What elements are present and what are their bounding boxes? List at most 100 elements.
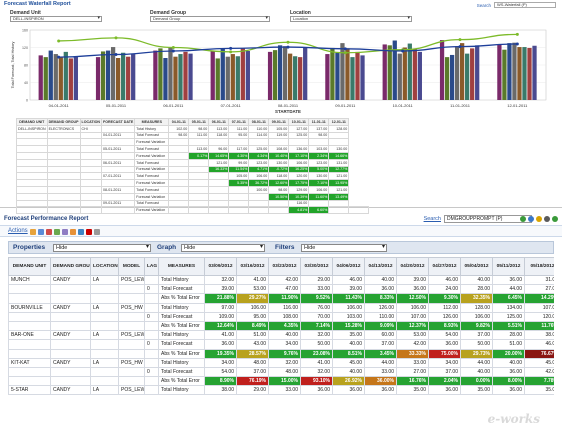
- performance-table-container[interactable]: DEMAND UNIT DEMAND GROUP LOCATION MODEL LAG M…: [8, 257, 554, 432]
- waterfall-date-header: 04-01-11: [168, 118, 190, 126]
- performance-row: 0 Total Forecast 39.00 53.00 47.00 33.00 39.00…: [8, 284, 554, 295]
- performance-value-cell: 28.57%: [236, 348, 269, 359]
- performance-loc-cell: [90, 366, 119, 378]
- toolbar-icon-3[interactable]: [54, 229, 60, 235]
- header-action-icon-0[interactable]: [520, 216, 526, 222]
- performance-search-input[interactable]: DMGROUPPROMPT (P): [444, 215, 532, 223]
- waterfall-report-title: Forecast Waterfall Report: [4, 1, 71, 7]
- waterfall-value-cell: 130.00: [328, 145, 350, 153]
- performance-col-header[interactable]: 04/27/2012: [428, 257, 461, 276]
- properties-select[interactable]: Hide: [53, 244, 151, 252]
- graph-select[interactable]: Hide: [181, 244, 265, 252]
- header-action-icon-2[interactable]: [536, 216, 542, 222]
- performance-unit-cell: [8, 339, 51, 350]
- chart-series-point: [401, 49, 405, 53]
- performance-model-cell: [118, 311, 145, 322]
- filter-select-location[interactable]: Location: [290, 16, 412, 22]
- toolbar-icon-2[interactable]: [46, 229, 52, 235]
- performance-value-cell: 36.00: [300, 385, 333, 396]
- waterfall-value-cell: 100.00: [248, 185, 270, 194]
- performance-value-cell: 36.00: [428, 385, 461, 396]
- performance-value-cell: 9.52%: [300, 293, 333, 304]
- toolbar-icon-1[interactable]: [38, 229, 44, 235]
- filter-select-demand-unit[interactable]: DELL-INSPIRON: [10, 16, 102, 22]
- waterfall-location-cell: [79, 131, 103, 140]
- filter-select-demand-group[interactable]: Demand Group: [150, 16, 270, 22]
- performance-col-header[interactable]: DEMAND GROUP: [50, 257, 91, 276]
- chart-series-point: [515, 32, 519, 36]
- performance-group-cell: CANDY: [50, 330, 91, 341]
- performance-value-cell: 23.08%: [300, 348, 333, 359]
- filter-label-demand-unit: Demand Unit: [10, 10, 41, 16]
- header-action-icon-1[interactable]: [528, 216, 534, 222]
- waterfall-value-cell: 6.60%: [308, 206, 330, 215]
- waterfall-value-cell: [208, 199, 230, 208]
- chart-series-point: [343, 47, 347, 51]
- performance-col-header[interactable]: 03/23/2012: [268, 257, 301, 276]
- performance-col-header[interactable]: 03/30/2012: [300, 257, 333, 276]
- performance-col-header[interactable]: 05/11/2012: [492, 257, 525, 276]
- waterfall-value-cell: 136.00: [288, 145, 310, 153]
- performance-value-cell: 37.00: [428, 366, 461, 378]
- performance-value-cell: 106.00: [332, 302, 365, 313]
- performance-col-header[interactable]: 04/13/2012: [364, 257, 397, 276]
- performance-unit-cell: MUNCH: [8, 274, 51, 286]
- filters-select[interactable]: Hide: [301, 244, 387, 252]
- waterfall-measure-cell: Forecast Variation: [134, 206, 170, 215]
- performance-col-header[interactable]: LOCATION: [90, 257, 119, 276]
- chart-y-tick-label: 120: [22, 46, 28, 50]
- performance-lag-cell: [144, 320, 159, 332]
- chart-series-point: [343, 51, 347, 55]
- chart-bar: [173, 56, 178, 100]
- waterfall-value-cell: 98.00: [308, 131, 330, 140]
- performance-row: Abs % Total Error 8.90% 76.19% 15.00% 93.10%…: [8, 376, 554, 387]
- header-action-icon-3[interactable]: [544, 216, 550, 222]
- properties-label: Properties: [13, 244, 46, 251]
- waterfall-unit-cell: [16, 192, 48, 201]
- performance-col-header[interactable]: 04/20/2012: [396, 257, 429, 276]
- performance-model-cell: [118, 284, 145, 295]
- toolbar-icon-7[interactable]: [86, 229, 92, 235]
- performance-model-cell: POS_HW: [118, 357, 145, 368]
- performance-col-header[interactable]: DEMAND UNIT: [8, 257, 51, 276]
- waterfall-value-cell: 7.10%: [308, 179, 330, 187]
- performance-col-header[interactable]: 03/16/2012: [236, 257, 269, 276]
- waterfall-group-cell: [46, 185, 81, 194]
- chart-bar: [402, 47, 407, 100]
- toolbar-icon-8[interactable]: [94, 229, 100, 235]
- performance-search-label[interactable]: Search: [423, 216, 441, 222]
- waterfall-date-cell: [101, 138, 136, 147]
- performance-col-header[interactable]: 04/06/2012: [332, 257, 365, 276]
- performance-col-header[interactable]: 05/04/2012: [460, 257, 493, 276]
- chart-bar: [38, 55, 43, 100]
- performance-loc-cell: LA: [90, 302, 119, 313]
- actions-menu[interactable]: Actions: [8, 228, 28, 234]
- waterfall-col-header: MEASURES: [134, 118, 170, 126]
- waterfall-search-label[interactable]: Search: [476, 2, 491, 8]
- performance-value-cell: 4.35%: [268, 320, 301, 332]
- performance-value-cell: 51.00: [492, 339, 525, 350]
- waterfall-value-cell: 106.00: [308, 185, 330, 194]
- header-action-icon-4[interactable]: [552, 216, 558, 222]
- waterfall-search-input[interactable]: WS-Waterfall (P): [494, 2, 556, 8]
- waterfall-chart: 04-01-2011 05-01-2011 06-01-2011 07-01-2011…: [11, 29, 547, 114]
- performance-col-header[interactable]: MEASURES: [158, 257, 205, 276]
- toolbar-icon-4[interactable]: [62, 229, 68, 235]
- performance-col-header[interactable]: LAG: [144, 257, 159, 276]
- performance-value-cell: 37.00: [364, 339, 397, 350]
- waterfall-unit-cell: [16, 199, 48, 208]
- performance-col-header[interactable]: 03/09/2012: [204, 257, 237, 276]
- waterfall-value-cell: [348, 206, 370, 215]
- toolbar-icon-6[interactable]: [78, 229, 84, 235]
- waterfall-unit-cell: DELL-INSPIRON: [16, 124, 48, 133]
- performance-value-cell: 14.29%: [524, 293, 554, 304]
- performance-unit-cell: [8, 311, 51, 322]
- toolbar-icon-0[interactable]: [30, 229, 36, 235]
- performance-lag-cell: [144, 274, 159, 286]
- waterfall-value-cell: [228, 206, 250, 215]
- waterfall-group-cell: [46, 165, 81, 174]
- toolbar-icon-5[interactable]: [70, 229, 76, 235]
- performance-col-header[interactable]: 05/18/2012: [524, 257, 554, 276]
- performance-col-header[interactable]: MODEL: [118, 257, 145, 276]
- waterfall-value-cell: 127.00: [288, 124, 310, 133]
